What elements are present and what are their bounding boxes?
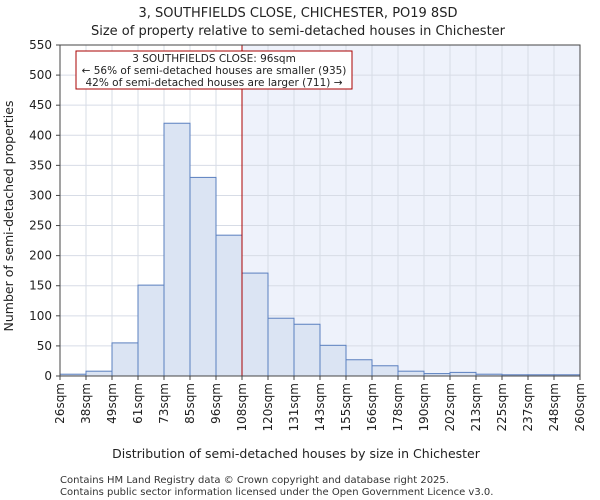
y-tick-label: 550	[29, 38, 52, 52]
bar	[137, 284, 165, 377]
y-tick-label: 350	[29, 158, 52, 172]
x-tick-label: 120sqm	[261, 383, 275, 431]
y-axis: 0 50 100 150 200 250 300 350 400 450 500 550	[29, 38, 60, 383]
bar	[397, 370, 425, 377]
y-tick-label: 100	[29, 309, 52, 323]
y-tick-label: 400	[29, 128, 52, 142]
bar	[371, 365, 399, 377]
plot-border	[59, 44, 581, 377]
y-tick-label: 300	[29, 188, 52, 202]
x-tick-label: 131sqm	[287, 383, 301, 431]
bar	[345, 359, 373, 377]
chart-subtitle: Size of property relative to semi-detach…	[91, 24, 506, 39]
bar	[267, 317, 295, 377]
x-axis-label: Distribution of semi-detached houses by …	[112, 446, 481, 461]
x-tick-label: 155sqm	[339, 383, 353, 431]
x-tick-label: 248sqm	[547, 383, 561, 431]
footer-line-2: Contains public sector information licen…	[60, 487, 493, 498]
footer-line-1: Contains HM Land Registry data © Crown c…	[60, 475, 449, 486]
bar	[241, 272, 269, 377]
y-tick-label: 50	[37, 339, 52, 353]
bar	[215, 234, 243, 377]
y-tick-label: 0	[44, 369, 52, 383]
x-tick-label: 85sqm	[183, 383, 197, 424]
x-tick-label: 61sqm	[131, 383, 145, 424]
y-tick-label: 250	[29, 219, 52, 233]
annotation-line-1: 3 SOUTHFIELDS CLOSE: 96sqm	[132, 53, 296, 65]
x-tick-label: 190sqm	[417, 383, 431, 431]
x-tick-label: 166sqm	[365, 383, 379, 431]
bar	[111, 342, 139, 377]
chart-title: 3, SOUTHFIELDS CLOSE, CHICHESTER, PO19 8…	[139, 6, 458, 21]
x-tick-label: 49sqm	[105, 383, 119, 424]
bar	[449, 371, 477, 377]
x-tick-label: 202sqm	[443, 383, 457, 431]
x-axis: 26sqm 38sqm 49sqm 61sqm 73sqm 85sqm 96sqm 108sq…	[53, 376, 587, 431]
x-tick-label: 237sqm	[521, 383, 535, 431]
bar	[293, 323, 321, 377]
x-tick-label: 96sqm	[209, 383, 223, 424]
x-tick-label: 260sqm	[573, 383, 587, 431]
x-tick-label: 225sqm	[495, 383, 509, 431]
x-tick-label: 143sqm	[313, 383, 327, 431]
y-tick-label: 450	[29, 98, 52, 112]
annotation-line-2: ← 56% of semi-detached houses are smalle…	[82, 65, 347, 77]
bars	[59, 122, 581, 377]
y-tick-label: 500	[29, 68, 52, 82]
y-tick-label: 150	[29, 279, 52, 293]
x-tick-label: 38sqm	[79, 383, 93, 424]
x-tick-label: 178sqm	[391, 383, 405, 431]
bar	[163, 122, 191, 377]
highlight-region	[242, 45, 580, 376]
x-tick-label: 213sqm	[469, 383, 483, 431]
annotation-box	[75, 50, 353, 90]
y-tick-label: 200	[29, 249, 52, 263]
annotation-line-3: 42% of semi-detached houses are larger (…	[86, 77, 343, 89]
x-tick-label: 73sqm	[157, 383, 171, 424]
y-axis-label: Number of semi-detached properties	[1, 101, 16, 332]
x-tick-label: 26sqm	[53, 383, 67, 424]
bar	[319, 344, 347, 377]
bar	[85, 370, 113, 377]
x-tick-label: 108sqm	[235, 383, 249, 431]
bar	[189, 176, 217, 377]
